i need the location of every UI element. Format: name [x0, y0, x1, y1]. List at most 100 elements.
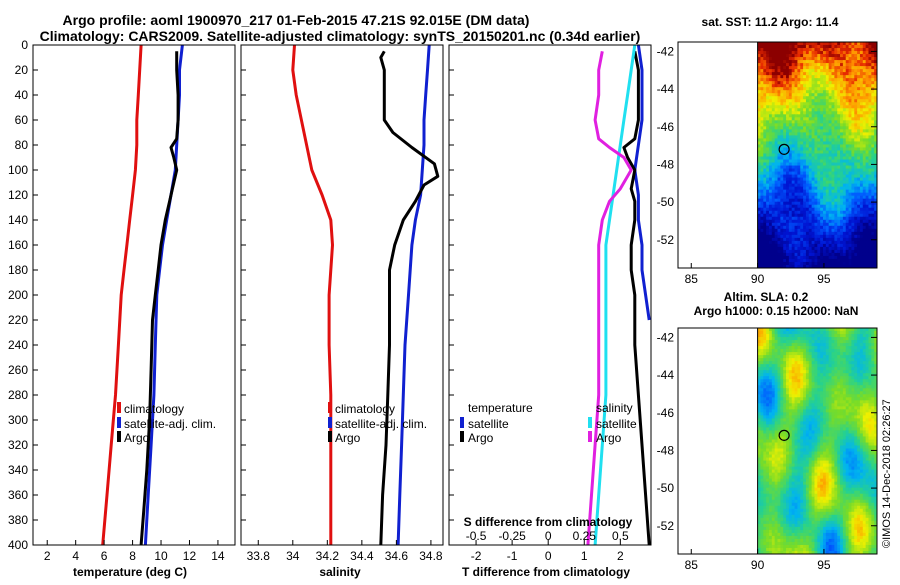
legend-swatch-s-satellite — [588, 417, 592, 428]
legend-swatch-climatology — [328, 402, 332, 413]
series-line-satellite-adj-clim- — [398, 45, 429, 545]
salinity-xlabel: salinity — [319, 565, 361, 579]
lat-tick-label: -48 — [657, 157, 675, 171]
legend-swatch-argo — [117, 431, 121, 442]
sst-map: sat. SST: 11.2 Argo: 11.4 -42 -44 -46 -48 -5… — [657, 15, 878, 286]
s-diff-tick-label: 0.5 — [612, 529, 629, 543]
depth-tick-label: 140 — [8, 213, 28, 227]
s-diff-tick-label: -0.5 — [466, 529, 487, 543]
legend-label: satellite-adj. clim. — [124, 417, 216, 431]
legend-swatch-argo — [328, 431, 332, 442]
depth-tick-label: 40 — [15, 88, 29, 102]
depth-tick-label: 80 — [15, 138, 29, 152]
depth-tick-label: 240 — [8, 338, 28, 352]
depth-tick-label: 20 — [15, 63, 29, 77]
title-line-2: Climatology: CARS2009. Satellite-adjuste… — [40, 28, 641, 44]
temperature-panel-frame — [33, 45, 235, 545]
legend-label: Argo — [596, 431, 622, 445]
legend-swatch-satellite — [328, 417, 332, 428]
depth-tick-label: 380 — [8, 513, 28, 527]
s-difference-label: S difference from climatology — [464, 515, 633, 529]
legend-swatch-climatology — [117, 402, 121, 413]
sla-map: Altim. SLA: 0.2 Argo h1000: 0.15 h2000: … — [657, 290, 878, 572]
lon-tick-label: 95 — [817, 272, 831, 286]
x-tick-label: 1 — [581, 549, 588, 563]
series-line-argo — [141, 51, 178, 545]
legend-label: climatology — [335, 402, 395, 416]
x-tick-label: 12 — [183, 549, 197, 563]
x-tick-label: 34.8 — [419, 549, 443, 563]
x-tick-label: 34.2 — [316, 549, 340, 563]
legend-label: Argo — [124, 431, 150, 445]
sla-heatmap-cells — [758, 328, 878, 555]
depth-tick-label: 320 — [8, 438, 28, 452]
depth-tick-label: 220 — [8, 313, 28, 327]
legend-label: Argo — [335, 431, 361, 445]
temperature-xlabel: temperature (deg C) — [73, 565, 187, 579]
sst-heatmap-cells — [758, 42, 878, 269]
difference-legend: temperature satellite Argo salinity sate… — [460, 401, 637, 445]
sla-map-title-2: Argo h1000: 0.15 h2000: NaN — [694, 304, 859, 318]
legend-swatch-s-argo — [588, 431, 592, 442]
legend-swatch-satellite — [117, 417, 121, 428]
depth-tick-label: 280 — [8, 388, 28, 402]
legend-heading-salinity: salinity — [596, 401, 633, 415]
x-tick-label: 6 — [101, 549, 108, 563]
x-tick-label: 14 — [211, 549, 225, 563]
lon-tick-label: 90 — [751, 272, 765, 286]
s-diff-tick-label: 0.25 — [573, 529, 597, 543]
x-tick-label: 4 — [72, 549, 79, 563]
x-tick-label: -2 — [471, 549, 482, 563]
legend-label: Argo — [468, 431, 494, 445]
depth-tick-label: 120 — [8, 188, 28, 202]
depth-tick-label: 260 — [8, 363, 28, 377]
lat-tick-label: -46 — [657, 120, 675, 134]
depth-tick-label: 300 — [8, 413, 28, 427]
salinity-legend: climatology satellite-adj. clim. Argo — [328, 402, 427, 445]
depth-tick-label: 0 — [21, 38, 28, 52]
legend-label: climatology — [124, 402, 184, 416]
sst-map-title: sat. SST: 11.2 Argo: 11.4 — [702, 15, 839, 29]
salinity-panel-frame — [241, 45, 443, 545]
x-tick-label: 34.4 — [350, 549, 374, 563]
legend-label: satellite — [468, 417, 509, 431]
x-tick-label: 2 — [44, 549, 51, 563]
depth-tick-label: 200 — [8, 288, 28, 302]
legend-label: satellite-adj. clim. — [335, 417, 427, 431]
legend-swatch-t-satellite — [460, 417, 464, 428]
lat-tick-label: -50 — [657, 195, 675, 209]
x-tick-label: -1 — [507, 549, 518, 563]
difference-panel-frame — [449, 45, 651, 545]
temperature-legend: climatology satellite-adj. clim. Argo — [117, 402, 216, 445]
depth-tick-label: 160 — [8, 238, 28, 252]
depth-tick-label: 400 — [8, 538, 28, 552]
depth-tick-label: 100 — [8, 163, 28, 177]
x-tick-label: 34.6 — [385, 549, 409, 563]
x-tick-label: 0 — [545, 549, 552, 563]
t-difference-xlabel: T difference from climatology — [462, 565, 630, 579]
legend-label: satellite — [596, 417, 637, 431]
x-tick-label: 10 — [154, 549, 168, 563]
series-line-s-argo — [588, 51, 631, 545]
s-diff-tick-label: 0 — [545, 529, 552, 543]
depth-tick-label: 340 — [8, 463, 28, 477]
x-tick-label: 2 — [617, 549, 624, 563]
lat-tick-label: -42 — [657, 44, 675, 58]
legend-heading-temperature: temperature — [468, 401, 533, 415]
sla-map-title-1: Altim. SLA: 0.2 — [724, 290, 809, 304]
lon-tick-label: 85 — [685, 272, 699, 286]
lat-tick-label: -52 — [657, 233, 675, 247]
series-line-climatology — [293, 45, 333, 545]
series-line-climatology — [103, 45, 141, 545]
series-line-s-satellite — [595, 45, 635, 545]
depth-tick-label: 60 — [15, 113, 29, 127]
depth-tick-label: 360 — [8, 488, 28, 502]
x-tick-label: 33.8 — [247, 549, 271, 563]
depth-tick-label: 180 — [8, 263, 28, 277]
legend-swatch-t-argo — [460, 431, 464, 442]
lat-tick-label: -44 — [657, 82, 675, 96]
